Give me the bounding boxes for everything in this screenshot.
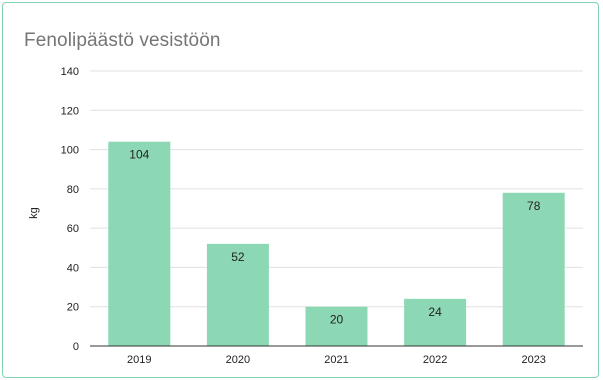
x-tick-label: 2022 (423, 354, 447, 366)
x-tick-label: 2021 (324, 354, 348, 366)
bar-2023 (502, 192, 565, 346)
bar-2020 (206, 243, 269, 346)
chart-title: Fenolipäästö vesistöön (24, 30, 221, 51)
y-axis-title: kg (28, 207, 40, 219)
y-tick-label: 40 (67, 262, 79, 274)
data-label-2019: 104 (129, 148, 149, 162)
bar-2021 (305, 306, 368, 346)
y-tick-label: 60 (67, 223, 79, 235)
y-tick-label: 100 (61, 145, 79, 157)
y-axis-ticks: 0 20 40 60 80 100 120 140 (61, 66, 79, 353)
y-tick-label: 140 (61, 66, 79, 78)
y-tick-label: 20 (67, 302, 79, 314)
y-tick-label: 120 (61, 105, 79, 117)
data-label-2020: 52 (231, 250, 245, 264)
data-label-2023: 78 (527, 199, 541, 213)
bar-2022 (404, 298, 467, 346)
bars: 104 52 20 24 78 (108, 141, 565, 346)
y-tick-label: 0 (73, 341, 79, 353)
gridlines (90, 70, 583, 308)
bar-2019 (108, 141, 171, 346)
x-tick-label: 2019 (127, 354, 151, 366)
x-axis-ticks: 2019 2020 2021 2022 2023 (127, 354, 546, 366)
x-tick-label: 2023 (521, 354, 545, 366)
data-label-2021: 20 (330, 313, 344, 327)
data-label-2022: 24 (428, 305, 442, 319)
y-tick-label: 80 (67, 184, 79, 196)
x-tick-label: 2020 (226, 354, 250, 366)
chart-card (2, 2, 599, 378)
